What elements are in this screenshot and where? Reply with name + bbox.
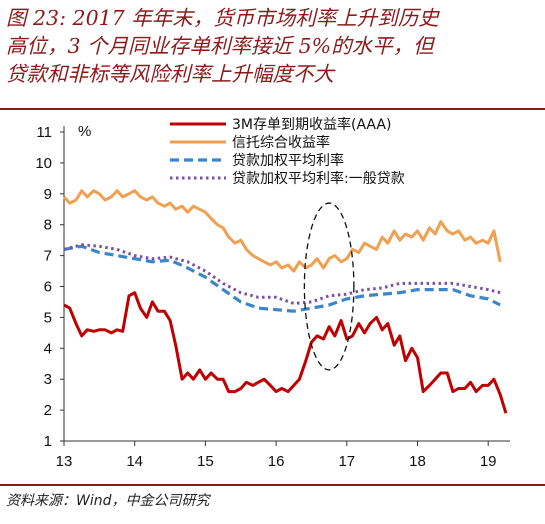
x-tick-label: 17: [338, 453, 355, 470]
y-tick-label: 5: [44, 309, 52, 326]
legend-label-1: 3M存单到期收益率(AAA): [232, 116, 391, 133]
legend-label-3: 贷款加权平均利率: [232, 152, 344, 169]
series-line-3: [63, 244, 501, 313]
legend-label-4: 贷款加权平均利率:一般贷款: [232, 170, 405, 187]
y-tick-label: 1: [44, 433, 52, 450]
chart-title: 图 23: 2017 年年末，货币市场利率上升到历史 高位，3 个月同业存单利率…: [6, 4, 540, 88]
x-tick-label: 15: [197, 453, 214, 470]
series-line-2: [62, 189, 502, 273]
series-line-1: [63, 291, 508, 414]
x-tick-label: 13: [56, 453, 73, 470]
x-tick-label: 19: [480, 453, 497, 470]
y-tick-label: 4: [44, 340, 52, 357]
y-tick-label: 9: [44, 186, 52, 203]
y-tick-label: 8: [44, 217, 52, 234]
y-tick-label: 11: [36, 124, 52, 141]
x-tick-label: 18: [409, 453, 426, 470]
legend-box: [166, 113, 466, 189]
y-unit-label: %: [78, 123, 91, 140]
bottom-rule: [0, 484, 545, 486]
x-tick-label: 16: [268, 453, 285, 470]
highlight-ellipse: [303, 202, 355, 371]
top-rule: [0, 108, 545, 110]
x-tick-label: 14: [126, 453, 143, 470]
title-line-2: 高位，3 个月同业存单利率接近 5%的水平，但: [6, 34, 434, 58]
title-line-3: 贷款和非标等风险利率上升幅度不大: [6, 62, 334, 86]
y-tick-label: 2: [44, 402, 52, 419]
legend-label-2: 信托综合收益率: [232, 134, 330, 151]
y-tick-label: 3: [44, 371, 52, 388]
title-line-1: 图 23: 2017 年年末，货币市场利率上升到历史: [6, 6, 439, 30]
source-note: 资料来源：Wind，中金公司研究: [6, 493, 210, 509]
y-tick-label: 6: [44, 279, 52, 296]
y-tick-label: 10: [35, 155, 52, 172]
y-tick-label: 7: [44, 248, 52, 265]
